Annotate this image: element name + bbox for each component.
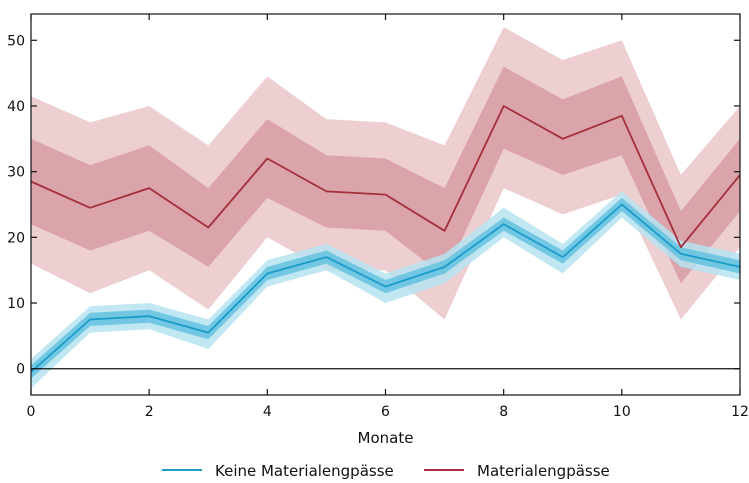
x-axis-ticks: 0 2 4 6 8 10 12: [27, 14, 749, 420]
x-tick-label: 12: [731, 404, 749, 420]
y-tick-label: 50: [7, 33, 25, 49]
y-tick-label: 10: [7, 296, 25, 312]
y-axis-ticks: 0 10 20 30 40 50: [7, 33, 740, 378]
legend-item-materialengpaesse: Materialengpässe: [424, 462, 610, 480]
y-tick-label: 30: [7, 165, 25, 181]
x-tick-label: 8: [499, 404, 508, 420]
series-lines: [30, 105, 741, 373]
x-tick-label: 0: [27, 404, 36, 420]
x-tick-label: 4: [263, 404, 272, 420]
legend-label: Keine Materialengpässe: [215, 462, 394, 480]
x-tick-label: 2: [145, 404, 154, 420]
legend-item-keine-materialengpaesse: Keine Materialengpässe: [162, 462, 394, 480]
y-tick-label: 0: [16, 362, 25, 378]
series-line-materialengpaesse: [30, 105, 741, 249]
x-tick-label: 10: [613, 404, 631, 420]
y-tick-label: 20: [7, 230, 25, 246]
series-line-keine-materialengpaesse: [30, 203, 741, 373]
legend: Keine Materialengpässe Materialengpässe: [162, 462, 610, 480]
legend-label: Materialengpässe: [477, 462, 610, 480]
x-tick-label: 6: [381, 404, 390, 420]
x-axis-title: Monate: [358, 429, 414, 447]
inner-band-materialengpaesse: [31, 66, 740, 284]
confidence-bands: [31, 27, 740, 389]
y-tick-label: 40: [7, 99, 25, 115]
